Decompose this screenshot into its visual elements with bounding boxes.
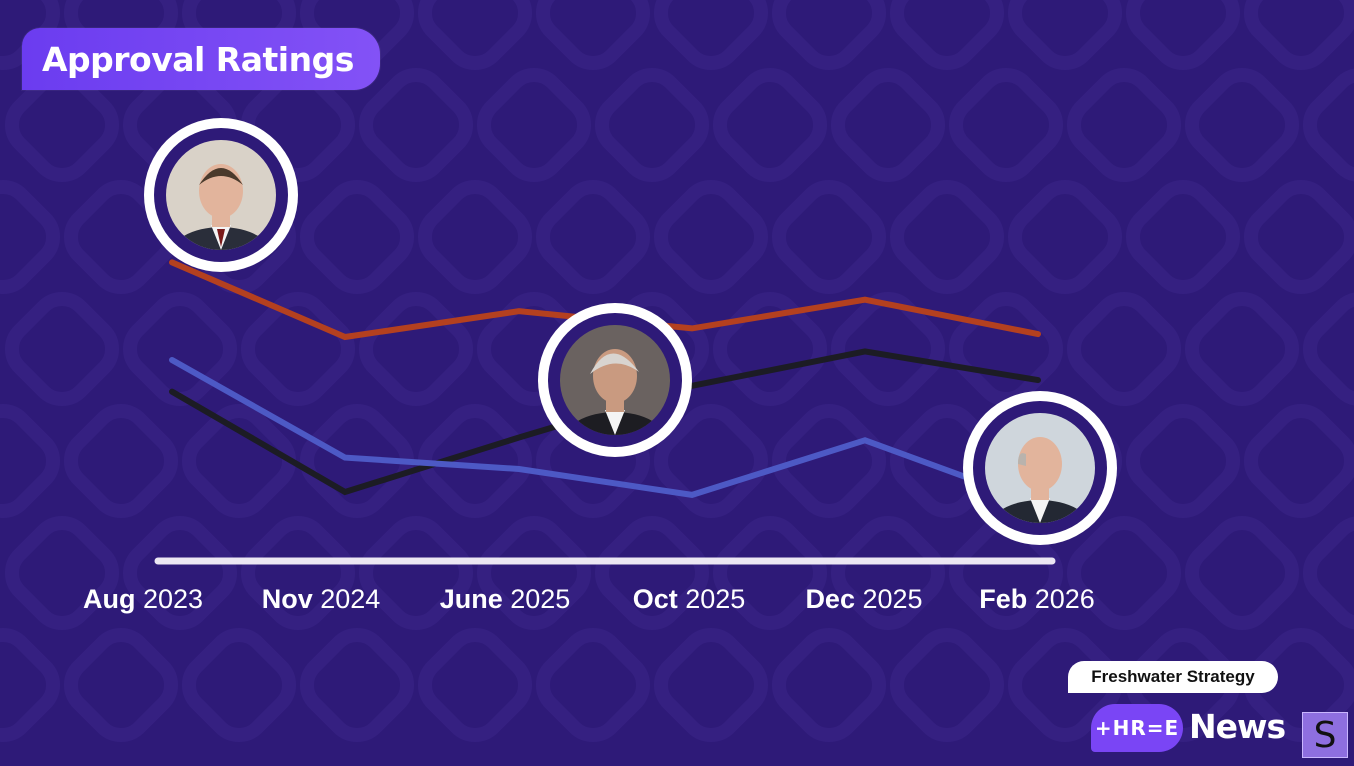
pattern-tile bbox=[830, 67, 946, 183]
pattern-tile bbox=[122, 515, 238, 631]
pattern-tile bbox=[63, 627, 179, 743]
pattern-tile bbox=[1007, 179, 1123, 295]
pattern-tile bbox=[1007, 0, 1123, 71]
pattern-tile bbox=[1302, 515, 1354, 631]
x-tick-label: Dec 2025 bbox=[779, 584, 949, 615]
pattern-tile bbox=[830, 515, 946, 631]
pattern-tile bbox=[417, 403, 533, 519]
pattern-tile bbox=[594, 67, 710, 183]
politician-photo-3 bbox=[963, 391, 1117, 545]
pattern-tile bbox=[476, 67, 592, 183]
pattern-tile bbox=[653, 179, 769, 295]
pattern-tile bbox=[299, 179, 415, 295]
pattern-tile bbox=[535, 627, 651, 743]
pattern-tile bbox=[1302, 291, 1354, 407]
pattern-tile bbox=[1066, 291, 1182, 407]
chart-title: Approval Ratings bbox=[42, 40, 354, 79]
x-tick-month: Aug bbox=[82, 584, 136, 614]
pattern-tile bbox=[830, 291, 946, 407]
news-wordmark: News bbox=[1189, 707, 1286, 746]
pattern-tile bbox=[889, 179, 1005, 295]
pattern-tile bbox=[712, 67, 828, 183]
pattern-tile bbox=[535, 179, 651, 295]
pattern-tile bbox=[417, 179, 533, 295]
pattern-tile bbox=[771, 403, 887, 519]
pattern-tile bbox=[1066, 67, 1182, 183]
pattern-tile bbox=[1184, 67, 1300, 183]
x-tick-year: 2024 bbox=[312, 584, 381, 614]
x-tick-month: Oct bbox=[632, 584, 678, 614]
x-tick-month: Dec bbox=[805, 584, 855, 614]
x-tick-month: June bbox=[439, 584, 503, 614]
pattern-tile bbox=[1302, 67, 1354, 183]
three-logo-text: +HR=E bbox=[1094, 716, 1180, 740]
pattern-tile bbox=[653, 627, 769, 743]
pattern-tile bbox=[299, 627, 415, 743]
x-tick-label: June 2025 bbox=[420, 584, 590, 615]
pattern-tile bbox=[358, 291, 474, 407]
pattern-tile bbox=[0, 179, 61, 295]
source-label: Freshwater Strategy bbox=[1091, 667, 1255, 686]
pattern-tile bbox=[181, 403, 297, 519]
x-tick-month: Feb bbox=[979, 584, 1028, 614]
x-tick-year: 2025 bbox=[854, 584, 923, 614]
pattern-tile bbox=[948, 67, 1064, 183]
pattern-tile bbox=[771, 0, 887, 71]
title-badge: Approval Ratings bbox=[22, 28, 380, 90]
pattern-tile bbox=[1243, 179, 1354, 295]
partner-logo-letter: S bbox=[1313, 715, 1337, 756]
pattern-tile bbox=[240, 291, 356, 407]
pattern-tile bbox=[476, 515, 592, 631]
pattern-tile bbox=[0, 403, 61, 519]
pattern-tile bbox=[1243, 403, 1354, 519]
x-tick-year: 2025 bbox=[502, 584, 571, 614]
x-tick-label: Oct 2025 bbox=[604, 584, 774, 615]
pattern-tile bbox=[240, 515, 356, 631]
partner-logo: S bbox=[1302, 712, 1348, 758]
pattern-tile bbox=[889, 627, 1005, 743]
x-tick-year: 2025 bbox=[677, 584, 746, 614]
three-logo: +HR=E bbox=[1091, 704, 1183, 752]
x-tick-label: Aug 2023 bbox=[58, 584, 228, 615]
pattern-tile bbox=[771, 627, 887, 743]
x-tick-label: Nov 2024 bbox=[236, 584, 406, 615]
pattern-tile bbox=[4, 67, 120, 183]
pattern-tile bbox=[1125, 403, 1241, 519]
pattern-tile bbox=[358, 67, 474, 183]
pattern-tile bbox=[4, 515, 120, 631]
pattern-tile bbox=[1184, 291, 1300, 407]
pattern-tile bbox=[653, 0, 769, 71]
pattern-tile bbox=[358, 515, 474, 631]
series-line-3 bbox=[169, 357, 1041, 507]
politician-photo-2 bbox=[538, 303, 692, 457]
x-tick-month: Nov bbox=[261, 584, 313, 614]
x-tick-year: 2026 bbox=[1027, 584, 1095, 614]
pattern-tile bbox=[1066, 515, 1182, 631]
pattern-tile bbox=[0, 627, 61, 743]
pattern-tile bbox=[1184, 515, 1300, 631]
pattern-tile bbox=[1243, 0, 1354, 71]
pattern-tile bbox=[63, 403, 179, 519]
pattern-tile bbox=[889, 0, 1005, 71]
pattern-tile bbox=[417, 627, 533, 743]
pattern-tile bbox=[535, 0, 651, 71]
x-tick-year: 2023 bbox=[135, 584, 204, 614]
pattern-tile bbox=[712, 515, 828, 631]
pattern-tile bbox=[1125, 179, 1241, 295]
pattern-tile bbox=[1125, 0, 1241, 71]
x-tick-label: Feb 2026 bbox=[952, 584, 1122, 615]
pattern-tile bbox=[417, 0, 533, 71]
pattern-tile bbox=[594, 515, 710, 631]
pattern-tile bbox=[4, 291, 120, 407]
pattern-tile bbox=[299, 403, 415, 519]
politician-photo-1 bbox=[144, 118, 298, 272]
pattern-tile bbox=[181, 627, 297, 743]
pattern-tile bbox=[771, 179, 887, 295]
source-badge: Freshwater Strategy bbox=[1068, 661, 1278, 693]
